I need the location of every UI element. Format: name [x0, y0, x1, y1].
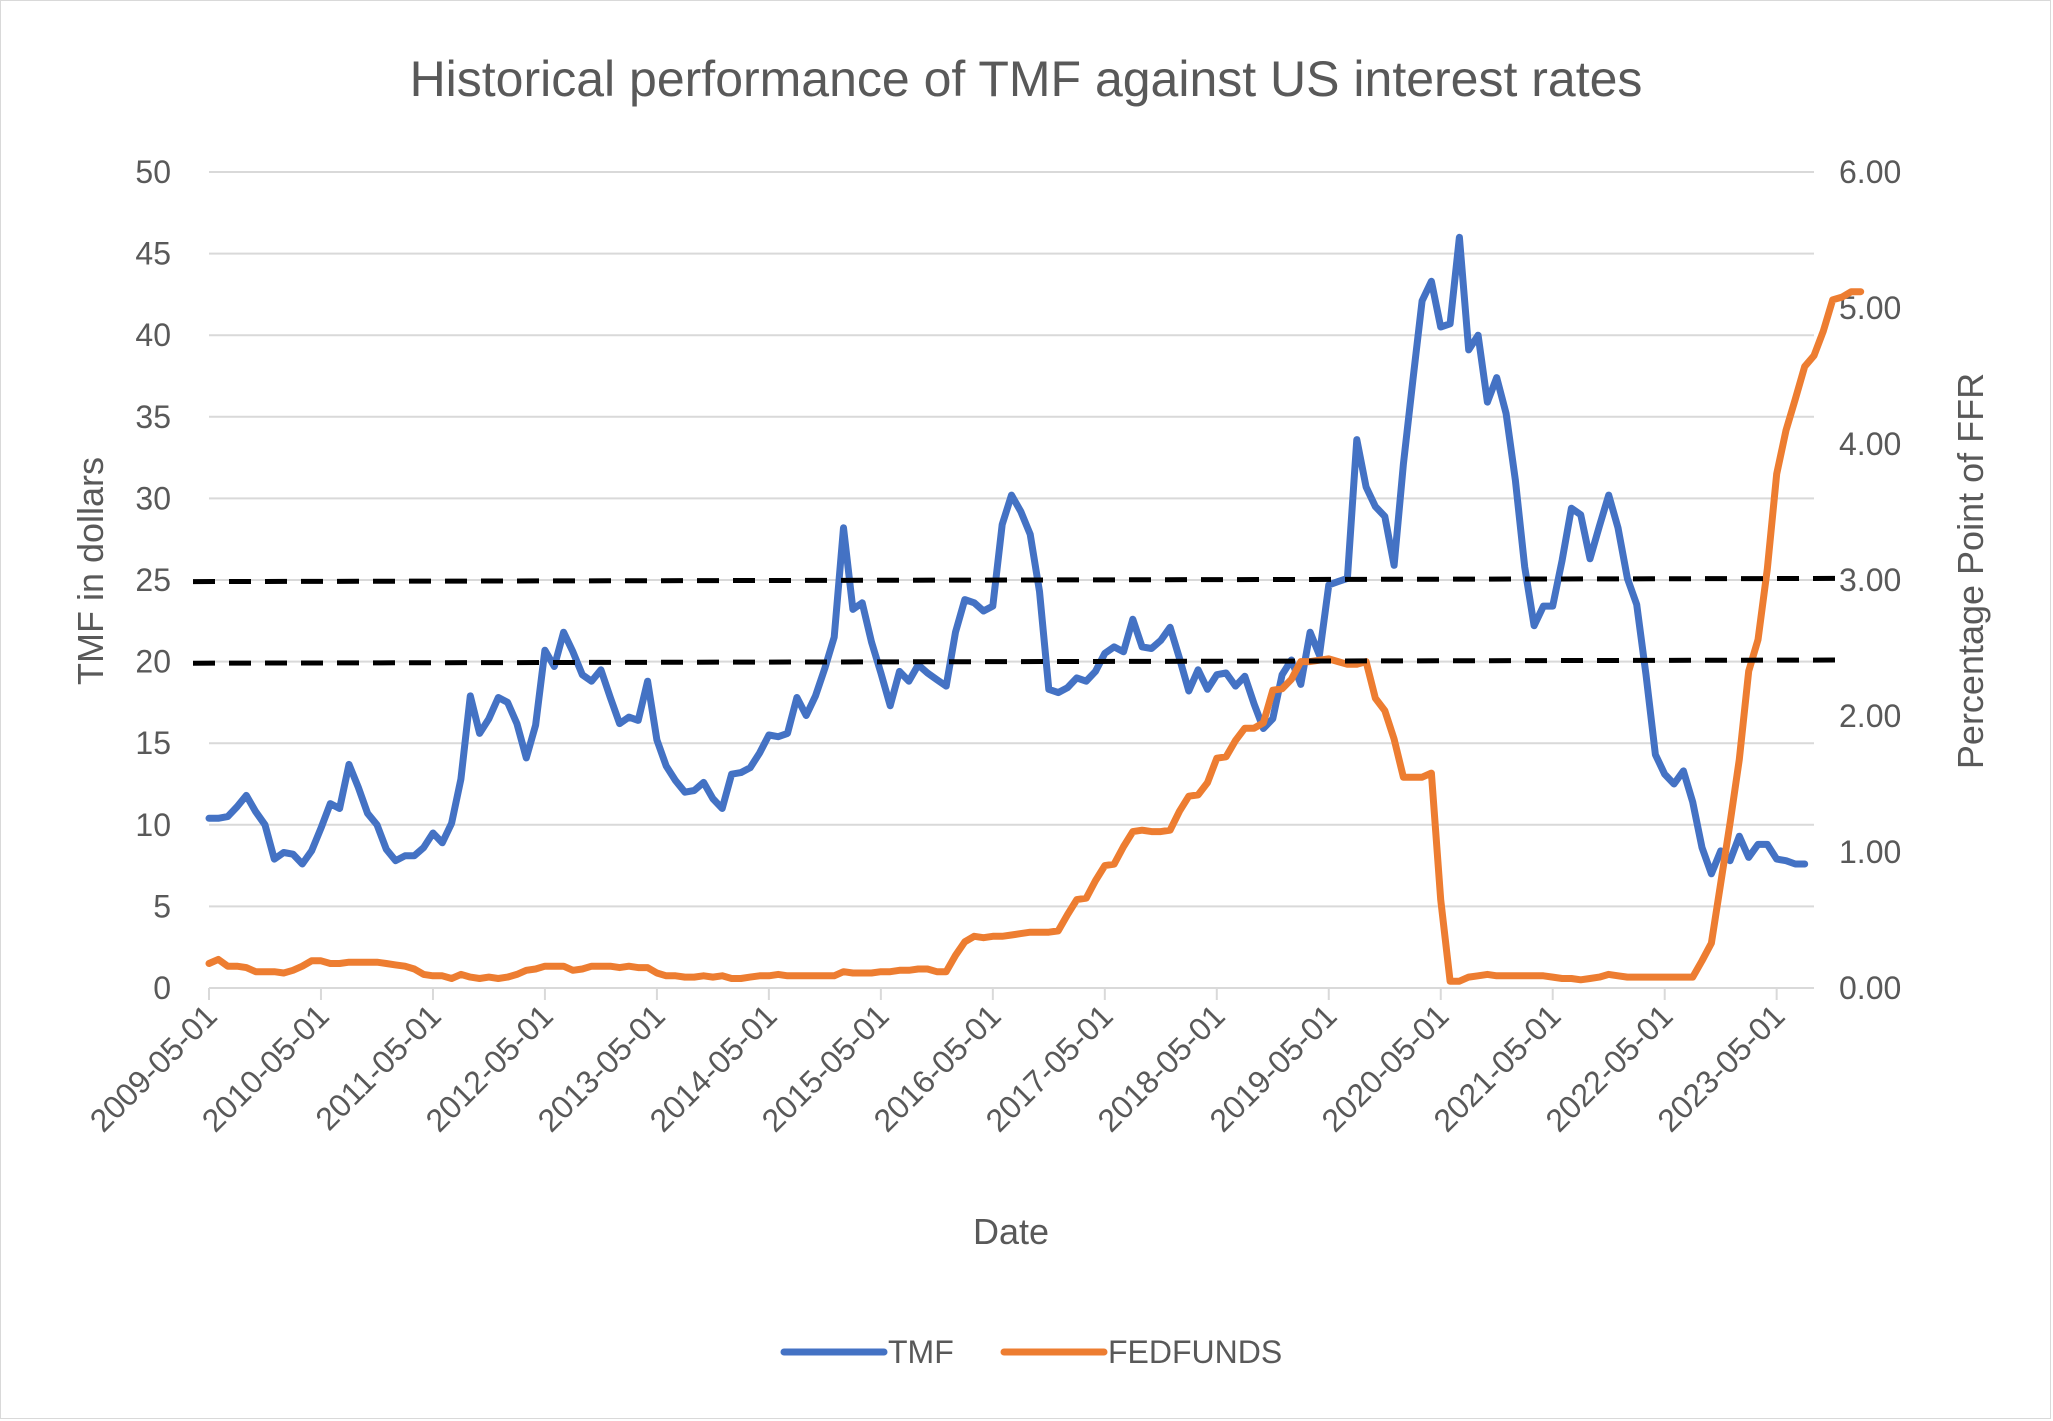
y-axis-title: TMF in dollars: [70, 457, 111, 685]
y-tick-label: 50: [135, 154, 171, 190]
y2-axis-title: Percentage Point of FFR: [1950, 373, 1991, 769]
y2-tick-label: 6.00: [1839, 154, 1901, 190]
y-axis-ticks: 0 5 10 15 20 25 30 35 40 45 50: [135, 154, 171, 1006]
dashed-reference-line: [192, 657, 1848, 666]
y-tick-label: 10: [135, 807, 171, 843]
y-tick-label: 15: [135, 725, 171, 761]
y2-tick-label: 1.00: [1839, 834, 1901, 870]
dashed-reference-line: [192, 575, 1848, 585]
legend-label-fedfunds: FEDFUNDS: [1108, 1334, 1282, 1370]
legend-label-tmf: TMF: [888, 1334, 954, 1370]
x-axis-title: Date: [973, 1211, 1049, 1252]
y-tick-label: 25: [135, 562, 171, 598]
plot-lines: [192, 233, 1865, 985]
y-tick-label: 0: [153, 970, 171, 1006]
y-tick-label: 35: [135, 399, 171, 435]
x-axis-ticks: 2009-05-012010-05-012011-05-012012-05-01…: [83, 988, 1792, 1139]
y-tick-label: 40: [135, 317, 171, 353]
y2-tick-label: 2.00: [1839, 698, 1901, 734]
y-tick-label: 20: [135, 644, 171, 680]
chart-title: Historical performance of TMF against US…: [410, 51, 1643, 107]
y2-tick-label: 4.00: [1839, 426, 1901, 462]
y-tick-label: 5: [153, 888, 171, 924]
series-line-tmf: [205, 233, 1809, 878]
series-line-fedfunds: [205, 288, 1865, 985]
y-tick-label: 30: [135, 480, 171, 516]
y2-axis-ticks: 0.001.002.003.004.005.006.00: [1839, 154, 1901, 1006]
y-tick-label: 45: [135, 236, 171, 272]
y2-tick-label: 3.00: [1839, 562, 1901, 598]
gridlines: [209, 171, 1814, 908]
y2-tick-label: 0.00: [1839, 970, 1901, 1006]
legend: TMF FEDFUNDS: [780, 1334, 1282, 1370]
